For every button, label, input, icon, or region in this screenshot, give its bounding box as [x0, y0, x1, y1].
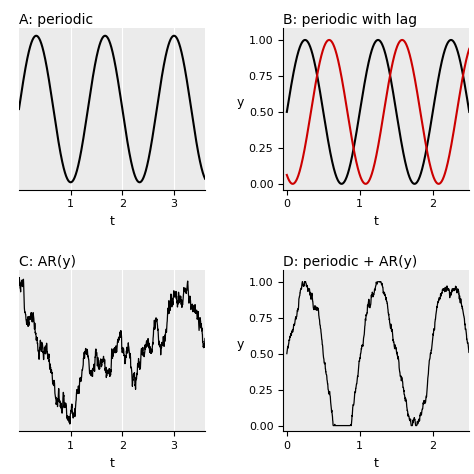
- Text: D: periodic + AR(y): D: periodic + AR(y): [283, 255, 418, 269]
- Text: C: AR(y): C: AR(y): [19, 255, 76, 269]
- Y-axis label: y: y: [237, 96, 244, 109]
- X-axis label: t: t: [109, 456, 114, 470]
- X-axis label: t: t: [374, 456, 379, 470]
- X-axis label: t: t: [109, 215, 114, 228]
- Y-axis label: y: y: [237, 338, 244, 351]
- X-axis label: t: t: [374, 215, 379, 228]
- Text: A: periodic: A: periodic: [19, 13, 93, 27]
- Text: B: periodic with lag: B: periodic with lag: [283, 13, 417, 27]
